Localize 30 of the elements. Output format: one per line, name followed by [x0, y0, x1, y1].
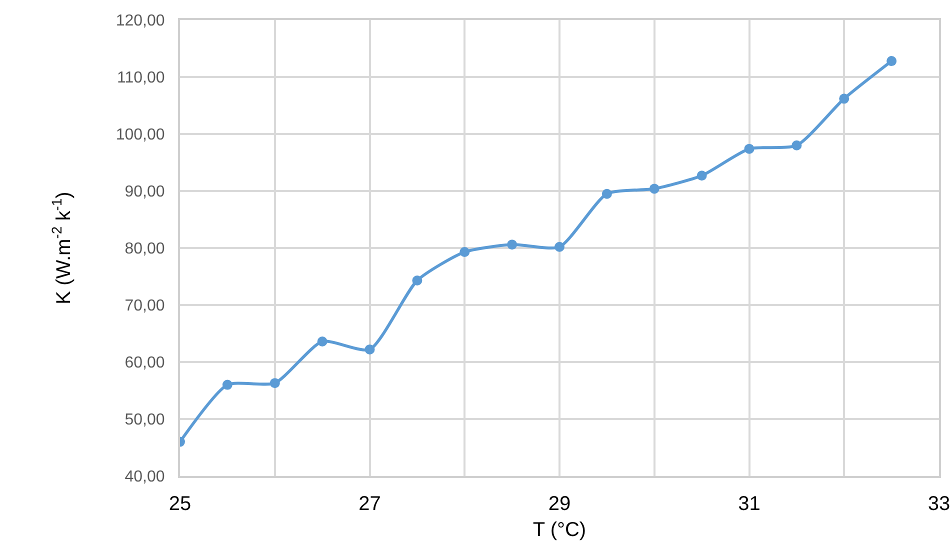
point: [317, 336, 328, 346]
point: [696, 170, 707, 181]
point: [602, 188, 612, 199]
point: [649, 184, 660, 194]
point: [792, 140, 802, 150]
x-tick-label: 29: [548, 493, 571, 515]
x-tick-label: 33: [928, 493, 950, 515]
point: [839, 94, 850, 104]
y-tick-label: 60,00: [124, 354, 165, 372]
x-axis-title: T (°C): [532, 519, 586, 541]
point: [886, 56, 897, 66]
point: [412, 275, 422, 286]
point: [507, 240, 518, 250]
y-tick-label: 70,00: [124, 298, 165, 315]
point: [744, 144, 754, 154]
x-tick-label: 31: [738, 493, 760, 515]
y-tick-label: 100,00: [116, 126, 165, 144]
point: [364, 344, 375, 354]
x-tick-label: 25: [168, 493, 192, 515]
x-tick-label: 27: [358, 493, 381, 515]
y-tick-label: 80,00: [124, 240, 165, 258]
y-tick-label: 50,00: [124, 412, 165, 429]
y-tick-label: 110,00: [117, 70, 165, 87]
point: [270, 378, 280, 388]
y-tick-label: 120,00: [116, 12, 165, 30]
y-tick-label: 90,00: [124, 184, 165, 201]
point: [222, 380, 232, 390]
point: [554, 242, 564, 252]
point: [460, 246, 470, 257]
y-tick-label: 40,00: [124, 468, 165, 486]
